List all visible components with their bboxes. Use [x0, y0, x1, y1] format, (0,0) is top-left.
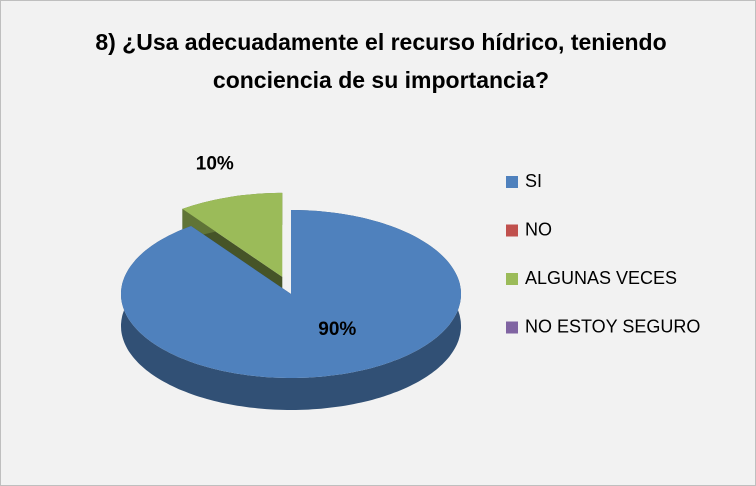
legend-label: NO [525, 219, 552, 239]
legend-swatch [506, 273, 518, 285]
legend-swatch [506, 176, 518, 188]
slice [121, 210, 461, 378]
slice [182, 192, 283, 277]
chart-title: 8) ¿Usa adecuadamente el recurso hídrico… [95, 29, 667, 93]
legend-swatch [506, 321, 518, 334]
legend-label: SI [525, 171, 542, 191]
legend-swatch [506, 224, 518, 237]
legend-label: NO ESTOY SEGURO [525, 316, 700, 336]
data-label: 10% [196, 154, 234, 175]
data-label: 90% [318, 319, 356, 340]
legend-label: ALGUNAS VECES [525, 268, 677, 288]
